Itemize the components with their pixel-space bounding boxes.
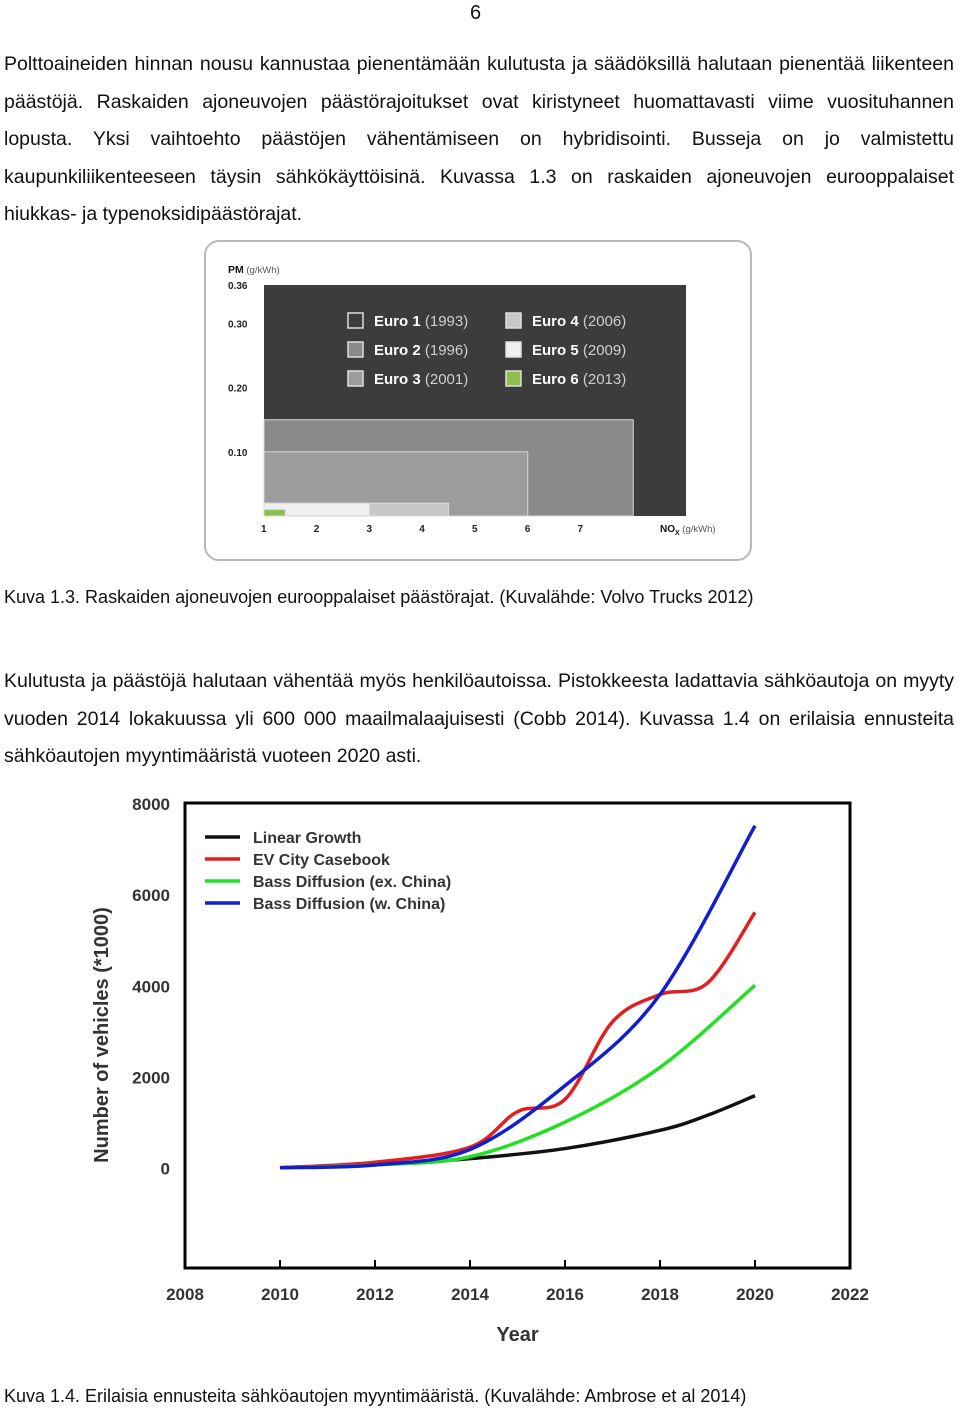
x-axis-label: Year <box>496 1324 538 1346</box>
x-tick-label: 1 <box>261 524 267 535</box>
legend-swatch <box>347 341 364 358</box>
x-tick-label: 2018 <box>641 1285 679 1304</box>
figure-caption-1-3: Kuva 1.3. Raskaiden ajoneuvojen eurooppa… <box>4 587 754 607</box>
x-tick-label: 2008 <box>166 1285 204 1304</box>
x-tick-label: 2010 <box>261 1285 299 1304</box>
series-line-ev-city-casebook <box>279 911 757 1170</box>
plot-area <box>183 801 852 1270</box>
legend-entry: EV City Casebook <box>253 852 390 869</box>
x-tick-label: 2016 <box>546 1285 584 1304</box>
legend-swatch <box>347 312 364 329</box>
legend-swatch <box>347 370 364 387</box>
legend-entry: Linear Growth <box>253 830 361 847</box>
x-tick-label: 7 <box>577 524 583 535</box>
legend-entry: Bass Diffusion (w. China) <box>253 896 445 913</box>
y-axis-label: PM (g/kWh) <box>228 264 280 276</box>
legend-swatch <box>505 312 522 329</box>
y-tick-label: 0 <box>161 1160 170 1179</box>
y-tick-label: 8000 <box>132 795 170 814</box>
y-tick-label: 0.20 <box>228 384 248 395</box>
y-tick-label: 0.36 <box>228 281 248 292</box>
x-tick-label: 6 <box>525 524 531 535</box>
paragraph-fuel-prices: Polttoaineiden hinnan nousu kannustaa pi… <box>4 53 954 225</box>
legend-entry: Euro 5 (2009) <box>532 342 626 359</box>
legend-entry: Euro 6 (2013) <box>532 371 626 388</box>
x-tick-label: 2012 <box>356 1285 394 1304</box>
figure-caption-1-4: Kuva 1.4. Erilaisia ennusteita sähköauto… <box>4 1386 747 1406</box>
y-tick-label: 0.10 <box>228 448 248 459</box>
x-axis-label: NOX (g/kWh) <box>660 524 716 537</box>
y-tick-label: 6000 <box>132 886 170 905</box>
x-tick-label: 3 <box>366 524 372 535</box>
euro-emission-standards-chart: PM (g/kWh) 0.10 0.20 0.30 0.36 1 2 3 4 5 6 7 NOX (g/… <box>204 240 752 561</box>
x-tick-label: 2022 <box>831 1285 869 1304</box>
page-number: 6 <box>470 2 482 24</box>
legend-entry: Euro 3 (2001) <box>374 371 468 388</box>
y-tick-label: 4000 <box>132 977 170 996</box>
legend-entry: Euro 4 (2006) <box>532 313 626 330</box>
y-tick-label: 0.30 <box>228 320 248 331</box>
y-tick-label: 2000 <box>132 1069 170 1088</box>
x-tick-label: 5 <box>472 524 478 535</box>
x-tick-label: 2 <box>314 524 320 535</box>
limit-area-euro-6 <box>263 509 286 517</box>
series-line-bass-diffusion-w-china <box>279 824 757 1170</box>
legend-entry: Euro 2 (1996) <box>374 342 468 359</box>
paragraph-passenger-cars: Kulutusta ja päästöjä halutaan vähentää … <box>4 670 954 767</box>
series-line-bass-diffusion-ex-china <box>279 984 757 1170</box>
legend-swatch <box>505 370 522 387</box>
legend-entry: Euro 1 (1993) <box>374 313 468 330</box>
series-line-linear-growth <box>279 1094 756 1170</box>
y-axis-label: Number of vehicles (*1000) <box>91 907 113 1163</box>
x-tick-label: 2014 <box>451 1285 489 1304</box>
legend-swatch <box>505 341 522 358</box>
ev-sales-forecast-chart: 0 2000 4000 6000 8000 2008 2010 2012 2014 2016 201… <box>91 795 869 1346</box>
x-tick-label: 4 <box>419 524 425 535</box>
x-tick-label: 2020 <box>736 1285 774 1304</box>
legend-entry: Bass Diffusion (ex. China) <box>253 874 451 891</box>
